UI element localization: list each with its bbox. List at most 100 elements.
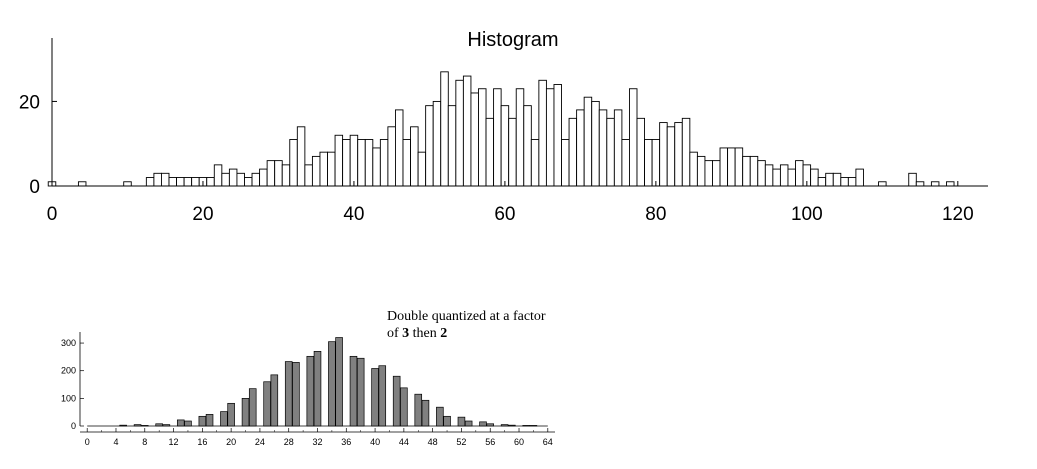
top-bar-102	[817, 177, 827, 187]
top-bar-94	[757, 160, 766, 187]
bottom-bar-46	[414, 393, 423, 427]
annotation-factor-1: 3	[402, 326, 410, 341]
top-bar-58	[485, 117, 495, 187]
top-bar-77	[629, 88, 638, 187]
top-bar-82	[666, 126, 676, 187]
bottom-bar-11	[162, 424, 171, 427]
top-bar-103	[825, 172, 834, 187]
bottom-bar-62	[529, 425, 538, 427]
bottom-bar-31	[306, 355, 315, 427]
bottom-bar-28	[284, 361, 293, 427]
top-bar-42	[364, 139, 374, 187]
top-bar-40	[349, 134, 359, 187]
top-bar-71	[583, 96, 593, 187]
bottom-x-ticks: 0 4 8 12 16 20 24 28 32 36 40 44 48 52 56 60 64	[85, 428, 553, 447]
bottom-x-tick-label: 48	[428, 437, 438, 447]
bottom-bar-22	[241, 398, 250, 427]
bottom-bar-14	[184, 420, 192, 427]
bottom-bar-59	[508, 424, 516, 427]
top-bar-55	[462, 75, 472, 187]
bottom-bar-35	[335, 337, 343, 427]
bottom-bar-7	[133, 424, 142, 427]
bottom-x-tick-label: 16	[197, 437, 207, 447]
top-bar-27	[251, 172, 261, 187]
top-x-ticks: 0 20 40 60 80 100 120	[47, 181, 974, 225]
bottom-bar-56	[486, 423, 494, 427]
bottom-x-tick-label: 24	[255, 437, 265, 447]
bottom-bar-5	[119, 424, 127, 427]
top-bar-10	[123, 181, 132, 187]
bottom-y-tick-label: 200	[61, 366, 76, 376]
top-bar-110	[878, 181, 887, 187]
top-bar-52	[440, 71, 449, 187]
top-bar-117	[930, 181, 940, 187]
top-bar-25	[236, 172, 245, 187]
annotation-line-1: Double quantized at a factor	[387, 309, 546, 324]
top-bar-57	[478, 88, 487, 187]
bottom-x-tick-label: 36	[341, 437, 351, 447]
top-bar-13	[145, 177, 155, 187]
bottom-bar-44	[400, 387, 408, 427]
top-bar-101	[810, 168, 819, 187]
top-bar-64	[530, 139, 540, 187]
top-bar-70	[576, 109, 585, 187]
top-bar-83	[674, 122, 683, 187]
top-bar-69	[568, 117, 578, 187]
top-bar-87	[704, 160, 713, 187]
bottom-bar-8	[141, 425, 149, 427]
top-bar-23	[221, 172, 230, 187]
bottom-x-tick-label: 28	[284, 437, 294, 447]
top-bar-107	[855, 168, 864, 187]
bottom-x-tick-label: 44	[399, 437, 409, 447]
bottom-bar-41	[378, 365, 387, 427]
top-bar-50	[425, 105, 434, 187]
top-bar-43	[372, 147, 381, 187]
top-bar-4	[77, 181, 87, 187]
top-bar-61	[508, 117, 517, 187]
top-bar-22	[213, 164, 223, 187]
bottom-bar-49	[436, 406, 444, 427]
bottom-y-tick-label: 300	[61, 338, 76, 348]
bottom-bar-32	[313, 351, 322, 427]
bottom-bar-23	[248, 388, 257, 427]
bottom-x-tick-label: 60	[514, 437, 524, 447]
bottom-x-tick-label: 56	[485, 437, 495, 447]
top-bar-59	[493, 88, 502, 187]
top-bar-104	[832, 172, 842, 187]
top-bar-72	[591, 100, 600, 187]
bottom-x-tick-label: 32	[312, 437, 322, 447]
top-bar-51	[432, 100, 442, 187]
top-bar-39	[342, 139, 351, 187]
top-bar-67	[553, 84, 562, 187]
top-bar-96	[772, 168, 781, 187]
top-bar-24	[228, 168, 238, 187]
chart-annotation: Double quantized at a factor of 3 then 2	[387, 308, 647, 342]
top-bar-45	[387, 126, 396, 187]
top-bar-36	[319, 151, 328, 187]
bottom-x-tick-label: 8	[142, 437, 147, 447]
top-bar-68	[561, 139, 570, 187]
top-bar-93	[749, 155, 759, 187]
bottom-y-tick-label: 100	[61, 393, 76, 403]
top-bar-34	[304, 164, 313, 187]
bottom-bar-37	[349, 355, 358, 427]
top-bar-98	[787, 168, 796, 187]
bottom-x-tick-label: 40	[370, 437, 380, 447]
top-bar-16	[168, 177, 178, 187]
top-bar-46	[395, 109, 404, 187]
bottom-bar-25	[263, 381, 271, 427]
top-bar-44	[379, 139, 389, 187]
top-bar-28	[259, 168, 268, 187]
top-x-tick-label: 80	[645, 204, 666, 225]
bottom-x-tick-label: 12	[169, 437, 179, 447]
top-bar-105	[840, 177, 849, 187]
top-bar-29	[266, 160, 276, 187]
bottom-y-ticks: 0 100 200 300	[61, 338, 84, 431]
top-bar-31	[281, 164, 291, 187]
top-bar-48	[410, 126, 419, 187]
top-histogram: Histogram 0 20 40 60 80 100 120 0 20	[19, 29, 988, 225]
top-bar-17	[176, 177, 185, 187]
top-bar-30	[274, 160, 283, 187]
bottom-bar-16	[198, 415, 207, 427]
